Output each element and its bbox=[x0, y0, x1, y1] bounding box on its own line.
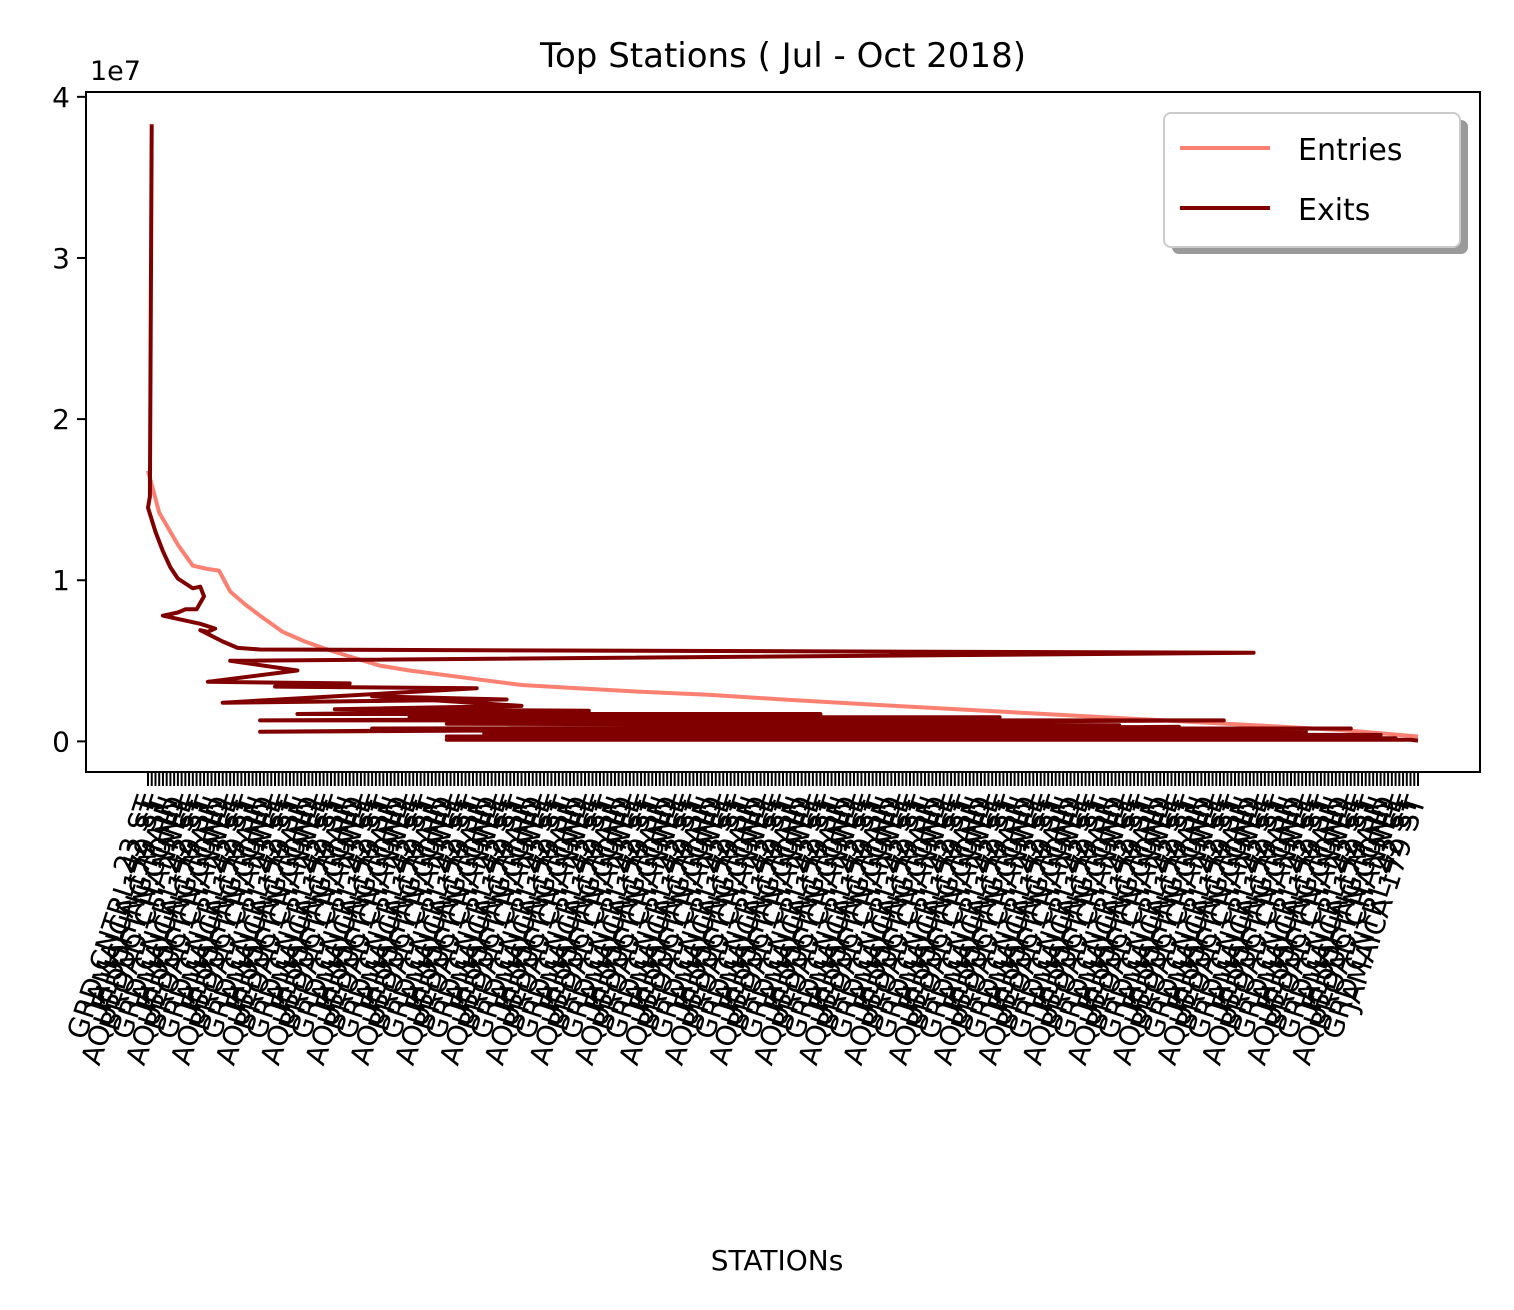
legend: Entries Exits bbox=[1163, 112, 1468, 254]
series-line-exits bbox=[146, 124, 1419, 743]
y-tick-label: 3 bbox=[52, 242, 70, 275]
x-axis-ticks bbox=[147, 772, 1419, 786]
legend-label-exits: Exits bbox=[1298, 193, 1370, 228]
y-tick-label: 0 bbox=[52, 725, 70, 758]
series-lines bbox=[146, 124, 1419, 743]
plot-area bbox=[146, 124, 1419, 743]
y-tick-label: 4 bbox=[52, 81, 70, 114]
y-axis-offset-label: 1e7 bbox=[90, 56, 141, 87]
series-line-entries bbox=[146, 470, 1419, 739]
y-tick-label: 2 bbox=[52, 403, 70, 436]
x-axis-label: STATIONs bbox=[711, 1244, 844, 1277]
y-tick-label: 1 bbox=[52, 564, 70, 597]
legend-label-entries: Entries bbox=[1298, 133, 1403, 168]
chart-title: Top Stations ( Jul - Oct 2018) bbox=[539, 36, 1026, 76]
y-axis: 0 1 2 3 4 bbox=[52, 81, 86, 758]
